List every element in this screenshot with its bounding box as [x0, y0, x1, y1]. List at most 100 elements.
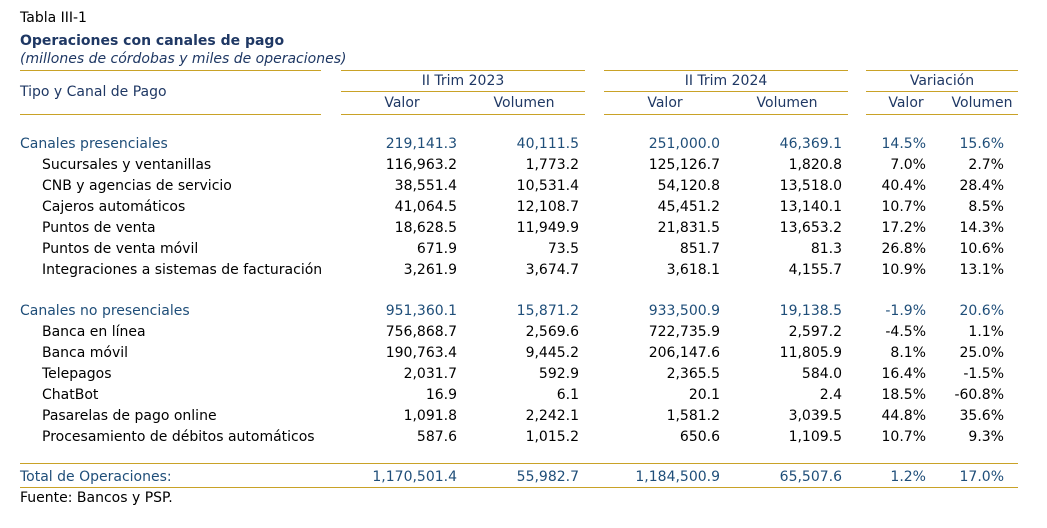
- total-cell: 55,982.7: [516, 469, 579, 485]
- section-total-cell: 19,138.5: [779, 303, 842, 319]
- row-label: Sucursales y ventanillas: [42, 157, 212, 173]
- header-rule-2023: [341, 70, 585, 71]
- total-cell: 1,184,500.9: [635, 469, 720, 485]
- table-cell: 20.1: [688, 387, 720, 403]
- row-label: Puntos de venta móvil: [42, 241, 199, 257]
- section-total-cell: 219,141.3: [385, 136, 457, 152]
- table-cell: 6.1: [556, 387, 579, 403]
- section-total-cell: 14.5%: [881, 136, 926, 152]
- table-cell: 1,581.2: [666, 408, 720, 424]
- table-cell: 9.3%: [968, 429, 1004, 445]
- table-cell: 3,618.1: [666, 262, 720, 278]
- row-label: ChatBot: [42, 387, 99, 403]
- table-cell: 41,064.5: [394, 199, 457, 215]
- subcol-header-2024-volumen: Volumen: [756, 95, 818, 111]
- table-cell: 125,126.7: [648, 157, 720, 173]
- table-cell: -4.5%: [885, 324, 926, 340]
- table-cell: 16.9: [425, 387, 457, 403]
- table-cell: 3,039.5: [788, 408, 842, 424]
- table-cell: 26.8%: [881, 241, 926, 257]
- table-cell: 1,820.8: [788, 157, 842, 173]
- table-cell: 3,261.9: [403, 262, 457, 278]
- table-cell: 592.9: [538, 366, 579, 382]
- group-header-2023: II Trim 2023: [421, 73, 505, 89]
- table-cell: 1,091.8: [403, 408, 457, 424]
- table-cell: -60.8%: [954, 387, 1004, 403]
- row-label: CNB y agencias de servicio: [42, 178, 232, 194]
- table-cell: 11,805.9: [779, 345, 842, 361]
- table-cell: 2,031.7: [403, 366, 457, 382]
- group-underline-variation: [866, 91, 1018, 92]
- row-label: Puntos de venta: [42, 220, 156, 236]
- header-bottom-rule-label: [20, 114, 321, 115]
- table-cell: 851.7: [679, 241, 720, 257]
- table-cell: 18,628.5: [394, 220, 457, 236]
- total-cell: 65,507.6: [779, 469, 842, 485]
- table-cell: 1.1%: [968, 324, 1004, 340]
- group-header-variation: Variación: [909, 73, 975, 89]
- table-cell: 81.3: [810, 241, 842, 257]
- total-bottom-rule: [20, 487, 1018, 488]
- subcol-header-2023-valor: Valor: [384, 95, 420, 111]
- table-cell: 13.1%: [959, 262, 1004, 278]
- section-label: Canales no presenciales: [20, 303, 190, 319]
- table-cell: 21,831.5: [657, 220, 720, 236]
- row-label: Banca en línea: [42, 324, 146, 340]
- table-cell: 1,015.2: [525, 429, 579, 445]
- table-cell: 9,445.2: [525, 345, 579, 361]
- table-cell: 40.4%: [881, 178, 926, 194]
- section-total-cell: 40,111.5: [516, 136, 579, 152]
- table-cell: 10.9%: [881, 262, 926, 278]
- table-cell: 16.4%: [881, 366, 926, 382]
- table-cell: 13,140.1: [779, 199, 842, 215]
- header-rule-2024: [604, 70, 848, 71]
- total-cell: 17.0%: [959, 469, 1004, 485]
- header-bottom-rule-2023: [341, 114, 585, 115]
- table-cell: 11,949.9: [516, 220, 579, 236]
- row-label: Banca móvil: [42, 345, 129, 361]
- total-cell: 1.2%: [890, 469, 926, 485]
- section-total-cell: 951,360.1: [385, 303, 457, 319]
- source-note: Fuente: Bancos y PSP.: [20, 490, 173, 506]
- group-underline-2023: [341, 91, 585, 92]
- table-cell: 35.6%: [959, 408, 1004, 424]
- table-cell: 671.9: [416, 241, 457, 257]
- table-cell: 116,963.2: [385, 157, 457, 173]
- table-cell: 4,155.7: [788, 262, 842, 278]
- table-cell: 25.0%: [959, 345, 1004, 361]
- table-cell: 190,763.4: [385, 345, 457, 361]
- table-cell: 10.7%: [881, 429, 926, 445]
- table-number: Tabla III-1: [20, 10, 87, 26]
- table-cell: 8.1%: [890, 345, 926, 361]
- table-cell: 38,551.4: [394, 178, 457, 194]
- table-title: Operaciones con canales de pago: [20, 33, 285, 49]
- table-cell: 7.0%: [890, 157, 926, 173]
- group-underline-2024: [604, 91, 848, 92]
- table-cell: 13,653.2: [779, 220, 842, 236]
- group-header-2024: II Trim 2024: [684, 73, 768, 89]
- table-cell: 12,108.7: [516, 199, 579, 215]
- table-cell: 2,597.2: [788, 324, 842, 340]
- table-cell: 2,242.1: [525, 408, 579, 424]
- table-cell: 2,365.5: [666, 366, 720, 382]
- table-cell: 10.7%: [881, 199, 926, 215]
- section-total-cell: -1.9%: [885, 303, 926, 319]
- row-label: Procesamiento de débitos automáticos: [42, 429, 315, 445]
- table-cell: 2.4: [819, 387, 842, 403]
- section-label: Canales presenciales: [20, 136, 168, 152]
- total-cell: 1,170,501.4: [372, 469, 457, 485]
- table-cell: 54,120.8: [657, 178, 720, 194]
- section-total-cell: 15.6%: [959, 136, 1004, 152]
- table-cell: 44.8%: [881, 408, 926, 424]
- table-cell: 14.3%: [959, 220, 1004, 236]
- table-cell: 1,773.2: [525, 157, 579, 173]
- header-rule-variation: [866, 70, 1018, 71]
- section-total-cell: 46,369.1: [779, 136, 842, 152]
- row-label: Pasarelas de pago online: [42, 408, 217, 424]
- table-cell: 584.0: [801, 366, 842, 382]
- table-cell: 2.7%: [968, 157, 1004, 173]
- header-bottom-rule-variation: [866, 114, 1018, 115]
- table-cell: 3,674.7: [525, 262, 579, 278]
- table-cell: 587.6: [416, 429, 457, 445]
- table-cell: 10.6%: [959, 241, 1004, 257]
